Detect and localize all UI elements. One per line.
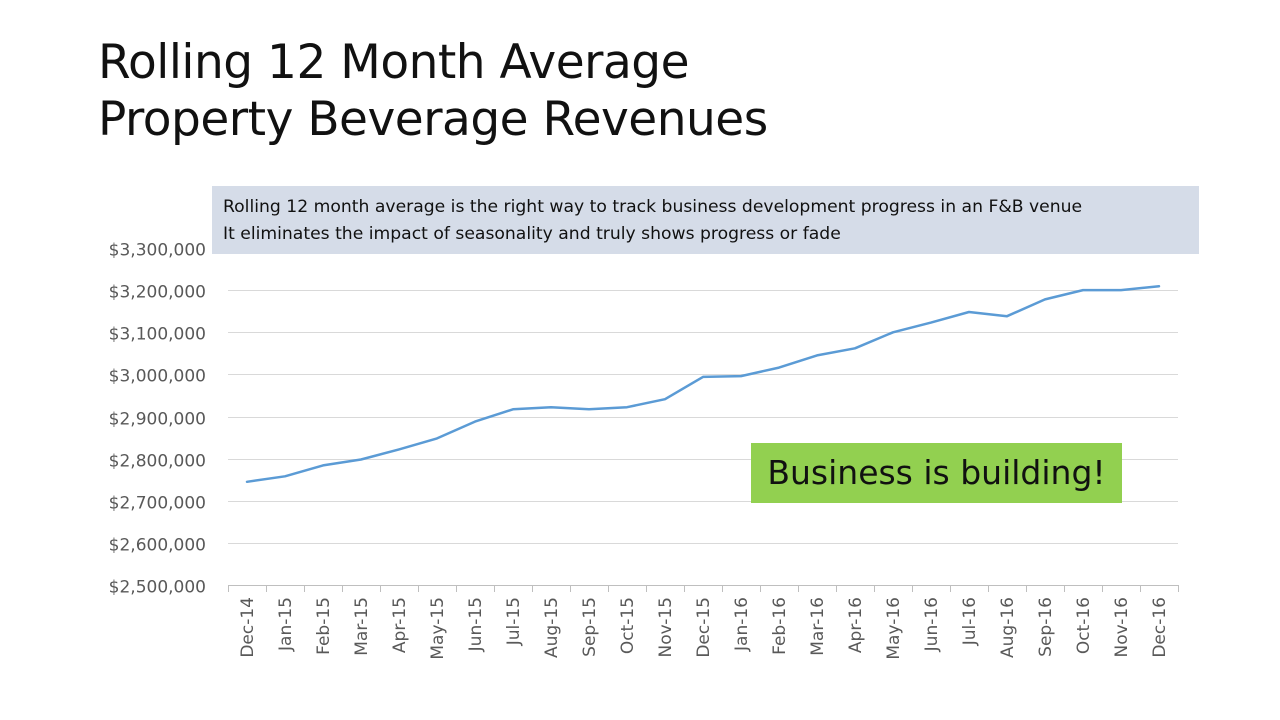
x-axis-tick-labels: Dec-14 Jan-15 Feb-15 Mar-15 Apr-15 May-15 Jun-… — [238, 597, 1170, 660]
y-tick-label: $2,600,000 — [109, 536, 206, 556]
annotation-line-1: Rolling 12 month average is the right wa… — [223, 197, 1083, 217]
y-tick-label: $3,200,000 — [109, 283, 206, 303]
callout-badge: Business is building! — [751, 443, 1122, 503]
x-tick-label: Mar-16 — [808, 597, 828, 656]
y-tick-label: $2,700,000 — [109, 494, 206, 514]
x-tick-label: Feb-16 — [770, 597, 790, 655]
x-axis — [228, 585, 1179, 592]
x-tick-label: Sep-15 — [580, 597, 600, 657]
x-tick-label: Mar-15 — [352, 597, 372, 656]
x-tick-label: Feb-15 — [314, 597, 334, 655]
y-tick-label: $3,100,000 — [109, 325, 206, 345]
y-tick-label: $3,300,000 — [109, 241, 206, 261]
x-tick-label: May-15 — [428, 597, 448, 660]
x-tick-label: Dec-15 — [694, 597, 714, 658]
x-tick-label: Aug-16 — [998, 597, 1018, 658]
series-line-group — [245, 285, 1161, 484]
x-tick-label: Oct-16 — [1074, 597, 1094, 654]
x-tick-label: Jan-15 — [276, 597, 296, 652]
x-tick-label: Dec-16 — [1150, 597, 1170, 658]
annotation-line-2: It eliminates the impact of seasonality … — [223, 224, 841, 244]
x-tick-label: Jul-16 — [960, 597, 980, 646]
slide-title: Rolling 12 Month Average Property Bevera… — [98, 34, 768, 148]
x-tick-label: Jun-16 — [922, 597, 942, 652]
y-tick-label: $2,500,000 — [109, 578, 206, 598]
x-tick-label: Nov-16 — [1112, 597, 1132, 658]
y-tick-label: $2,800,000 — [109, 452, 206, 472]
x-tick-label: Oct-15 — [618, 597, 638, 654]
x-tick-label: Apr-15 — [390, 597, 410, 653]
x-tick-label: Apr-16 — [846, 597, 866, 653]
x-tick-label: Sep-16 — [1036, 597, 1056, 657]
annotation-box: Rolling 12 month average is the right wa… — [212, 186, 1199, 254]
title-line-2: Property Beverage Revenues — [98, 92, 768, 147]
series-line — [245, 285, 1161, 484]
y-tick-label: $3,000,000 — [109, 367, 206, 387]
x-tick-label: May-16 — [884, 597, 904, 660]
x-tick-label: Aug-15 — [542, 597, 562, 658]
x-tick-label: Nov-15 — [656, 597, 676, 658]
title-line-1: Rolling 12 Month Average — [98, 35, 690, 90]
x-tick-label: Jun-15 — [466, 597, 486, 652]
x-tick-label: Dec-14 — [238, 597, 258, 658]
y-axis-tick-labels: $2,500,000 $2,600,000 $2,700,000 $2,800,000… — [109, 241, 206, 598]
y-tick-label: $2,900,000 — [109, 410, 206, 430]
x-tick-label: Jul-15 — [504, 597, 524, 646]
x-tick-label: Jan-16 — [732, 597, 752, 652]
